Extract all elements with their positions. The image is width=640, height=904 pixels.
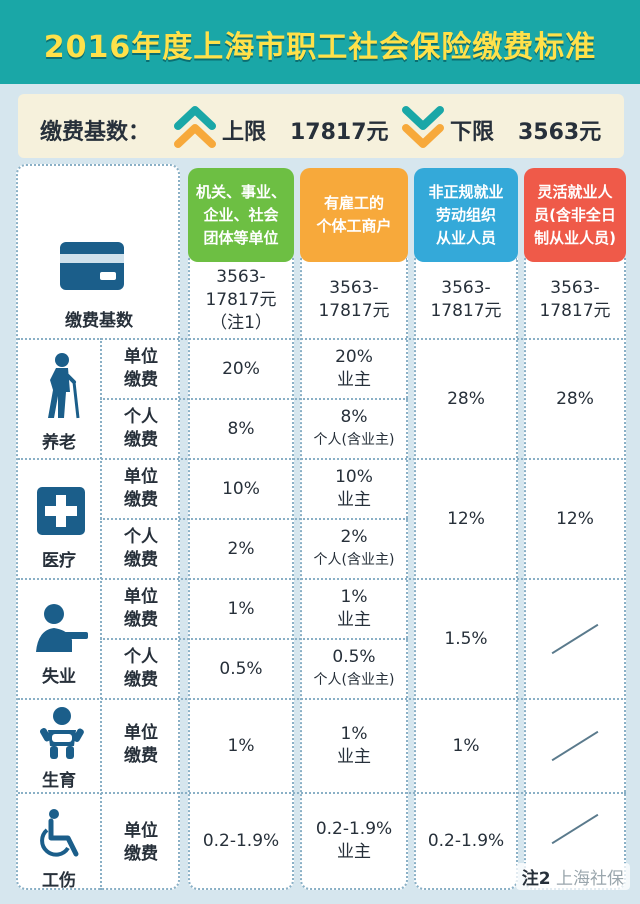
unemployment-unit-individual-business: 1% 业主 <box>337 587 371 630</box>
pension-informal: 28% <box>447 388 485 409</box>
unit-fee-label: 单位 缴费 <box>124 467 158 510</box>
category-label-pension: 养老 <box>42 433 76 453</box>
subrow-divider <box>100 398 408 400</box>
maternity-unit-individual-business: 1% 业主 <box>337 724 371 767</box>
column-body-4 <box>524 258 626 890</box>
watermark: 注2 上海社保 <box>515 863 630 890</box>
base-row-label: 缴费基数 <box>65 311 133 331</box>
work-injury-flexible-na <box>524 794 626 864</box>
chevron-down-icon <box>402 106 444 148</box>
pension-unit-units: 20% <box>222 358 260 379</box>
maternity-flexible-na <box>524 700 626 792</box>
row-divider <box>18 792 626 794</box>
personal-fee-label: 个人 缴费 <box>124 647 158 690</box>
medical-personal-units: 2% <box>227 538 255 559</box>
personal-fee-label: 个人 缴费 <box>124 527 158 570</box>
row-divider <box>18 698 626 700</box>
row-divider <box>18 338 626 340</box>
medical-informal: 12% <box>447 508 485 529</box>
maternity-informal: 1% <box>452 735 480 756</box>
work-injury-unit-units: 0.2-1.9% <box>202 830 280 851</box>
column-header-individual-business: 有雇工的 个体工商户 <box>300 168 408 262</box>
unemployment-personal-units: 0.5% <box>219 658 263 679</box>
unit-fee-label: 单位 缴费 <box>124 587 158 630</box>
not-applicable-slash <box>551 730 599 762</box>
column-header-flexible-employment: 灵活就业人 员(含非全日 制从业人员) <box>524 168 626 262</box>
baby-icon <box>40 707 84 759</box>
pension-personal-individual-business: 8% 个人(含业主) <box>313 407 395 448</box>
not-applicable-slash <box>551 813 599 845</box>
unemployment-flexible-na <box>524 580 626 698</box>
unemployment-personal-individual-business: 0.5% 个人(含业主) <box>313 647 395 688</box>
work-injury-informal: 0.2-1.9% <box>427 830 505 851</box>
upper-limit-value: 17817元 <box>290 120 389 145</box>
category-label-maternity: 生育 <box>42 771 76 791</box>
work-injury-unit-individual-business: 0.2-1.9% 业主 <box>315 819 393 862</box>
upper-limit-label: 上限 <box>222 120 267 145</box>
medical-flexible: 12% <box>556 508 594 529</box>
category-label-work-injury: 工伤 <box>42 871 76 891</box>
category-label-unemployment: 失业 <box>42 667 76 687</box>
lower-limit-label: 下限 <box>450 120 495 145</box>
base-range-label: 缴费基数： <box>40 120 151 145</box>
row-divider <box>18 458 626 460</box>
subrow-divider <box>100 518 408 520</box>
elderly-person-icon <box>48 353 80 419</box>
medical-cross-icon <box>37 487 85 535</box>
subrow-divider <box>100 638 408 640</box>
pension-personal-units: 8% <box>227 418 255 439</box>
unit-fee-label: 单位 缴费 <box>124 821 158 864</box>
wheelchair-icon <box>40 809 79 857</box>
unemployed-person-icon <box>36 604 88 652</box>
unemployment-unit-units: 1% <box>227 598 255 619</box>
category-label-medical: 医疗 <box>42 551 76 571</box>
maternity-unit-units: 1% <box>227 735 255 756</box>
base-value-individual-business: 3563- 17817元 <box>318 278 390 321</box>
column-body-1 <box>188 258 294 890</box>
base-value-informal: 3563- 17817元 <box>430 278 502 321</box>
pension-flexible: 28% <box>556 388 594 409</box>
unit-fee-label: 单位 缴费 <box>124 347 158 390</box>
medical-unit-individual-business: 10% 业主 <box>335 467 373 510</box>
column-header-informal-employment: 非正规就业 劳动组织 从业人员 <box>414 168 518 262</box>
medical-unit-units: 10% <box>222 478 260 499</box>
unemployment-informal: 1.5% <box>444 628 488 649</box>
base-value-units: 3563- 17817元 （注1） <box>205 266 277 333</box>
unit-fee-label: 单位 缴费 <box>124 723 158 766</box>
watermark-text: 上海社保 <box>556 869 624 889</box>
base-value-flexible: 3563- 17817元 <box>539 278 611 321</box>
base-range-strip <box>18 94 624 158</box>
medical-personal-individual-business: 2% 个人(含业主) <box>313 527 395 568</box>
chevron-up-icon <box>174 106 216 148</box>
column-body-3 <box>414 258 518 890</box>
column-body-2 <box>300 258 408 890</box>
card-icon <box>60 242 124 290</box>
not-applicable-slash <box>551 623 599 655</box>
pension-unit-individual-business: 20% 业主 <box>335 347 373 390</box>
personal-fee-label: 个人 缴费 <box>124 407 158 450</box>
row-divider <box>18 578 626 580</box>
lower-limit-value: 3563元 <box>518 120 602 145</box>
page-title: 2016年度上海市职工社会保险缴费标准 <box>43 30 597 65</box>
header-bar <box>0 0 640 84</box>
category-divider <box>100 338 102 890</box>
note-2: 注2 <box>521 869 551 889</box>
column-header-units: 机关、事业、 企业、社会 团体等单位 <box>188 168 294 262</box>
